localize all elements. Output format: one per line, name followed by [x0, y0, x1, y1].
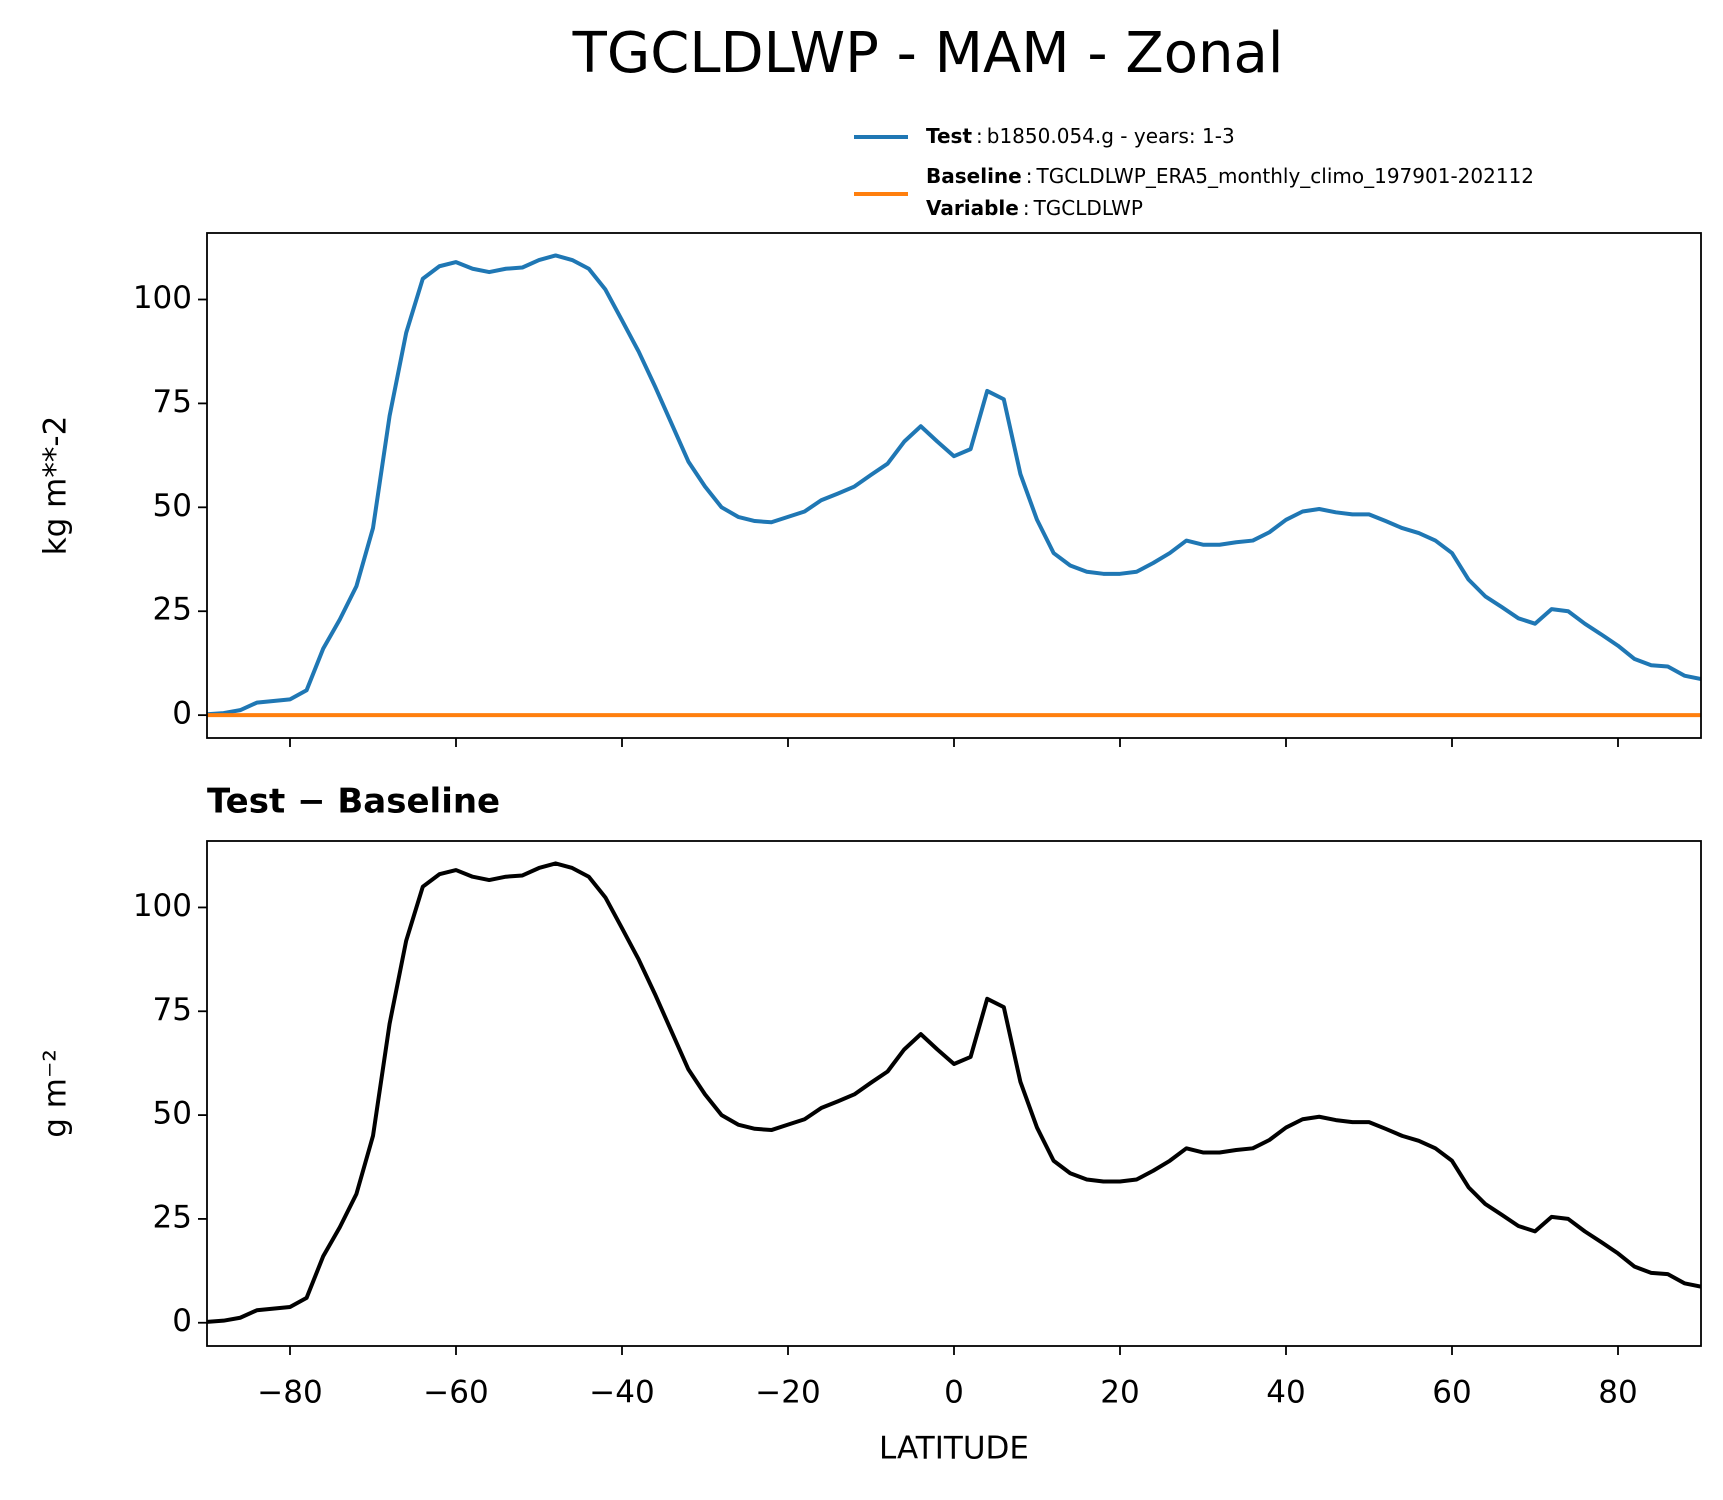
y-tick-label: 0 [172, 696, 192, 732]
legend-separator: : [1023, 196, 1030, 220]
legend-entry: Variable: TGCLDLWP [926, 196, 1143, 220]
x-axis-label: LATITUDE [879, 1431, 1029, 1467]
y-tick-label: 75 [153, 384, 192, 420]
y-tick-label: 50 [153, 1096, 192, 1132]
legend-entry: Test: b1850.054.g - years: 1-3 [926, 124, 1235, 148]
y-axis-label: g m⁻² [38, 1049, 74, 1138]
data-line [207, 861, 1701, 1324]
y-tick-label: 0 [172, 1303, 192, 1339]
x-tick-label: −60 [423, 1375, 488, 1411]
y-tick-label: 100 [133, 280, 192, 316]
plot-frame [206, 232, 1702, 739]
legend-separator: : [1026, 164, 1033, 188]
y-axis-label: kg m**-2 [38, 416, 74, 556]
legend-description: b1850.054.g - years: 1-3 [987, 124, 1235, 148]
y-tick-label: 50 [153, 488, 192, 524]
legend-description: TGCLDLWP [1033, 196, 1143, 220]
legend-separator: : [976, 124, 983, 148]
y-tick-label: 100 [133, 888, 192, 924]
y-tick-label: 25 [153, 592, 192, 628]
x-tick-label: 0 [944, 1375, 964, 1411]
x-tick-label: 40 [1266, 1375, 1305, 1411]
legend-name: Baseline [926, 164, 1022, 188]
x-tick-label: −80 [257, 1375, 322, 1411]
y-tick-label: 25 [153, 1199, 192, 1235]
x-tick-label: 60 [1432, 1375, 1471, 1411]
x-tick-label: −40 [589, 1375, 654, 1411]
subplot-title: Test − Baseline [207, 782, 500, 822]
x-tick-label: 80 [1598, 1375, 1637, 1411]
legend-entry: Baseline: TGCLDLWP_ERA5_monthly_climo_197… [926, 164, 1534, 188]
x-tick-label: −20 [755, 1375, 820, 1411]
legend-description: TGCLDLWP_ERA5_monthly_climo_197901-20211… [1035, 164, 1534, 188]
legend-name: Test [926, 124, 972, 148]
legend-name: Variable [926, 196, 1019, 220]
x-tick-label: 20 [1100, 1375, 1139, 1411]
chart-title: TGCLDLWP - MAM - Zonal [572, 21, 1284, 86]
plot-frame [206, 840, 1702, 1347]
y-tick-label: 75 [153, 992, 192, 1028]
data-line [207, 253, 1701, 717]
